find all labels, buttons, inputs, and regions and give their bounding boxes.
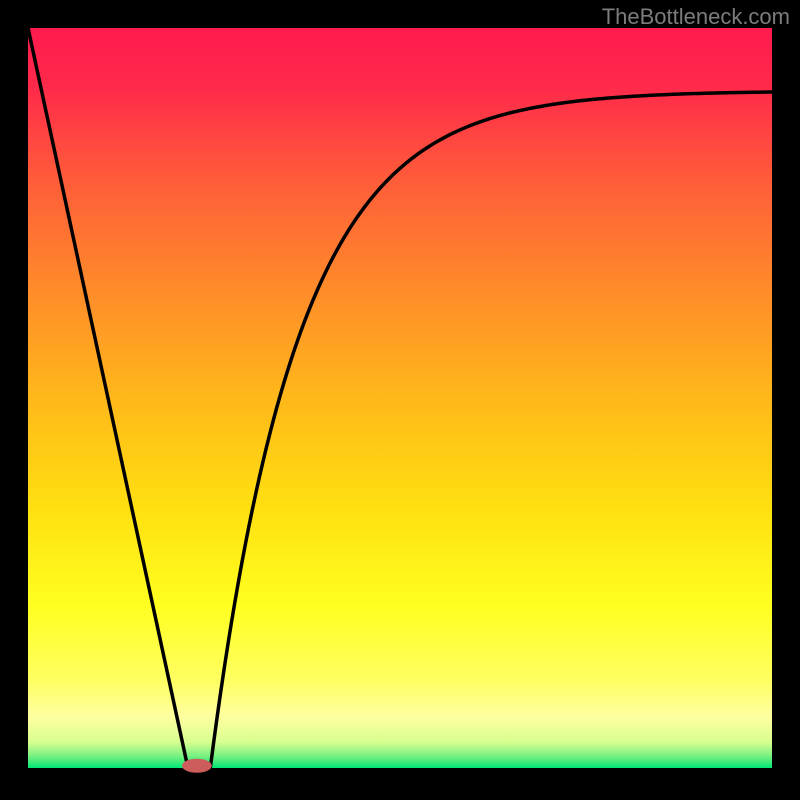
bottleneck-chart: TheBottleneck.com (0, 0, 800, 800)
chart-container: TheBottleneck.com (0, 0, 800, 800)
source-label: TheBottleneck.com (602, 4, 790, 29)
bottleneck-marker (182, 759, 212, 773)
plot-background-gradient (28, 28, 772, 768)
